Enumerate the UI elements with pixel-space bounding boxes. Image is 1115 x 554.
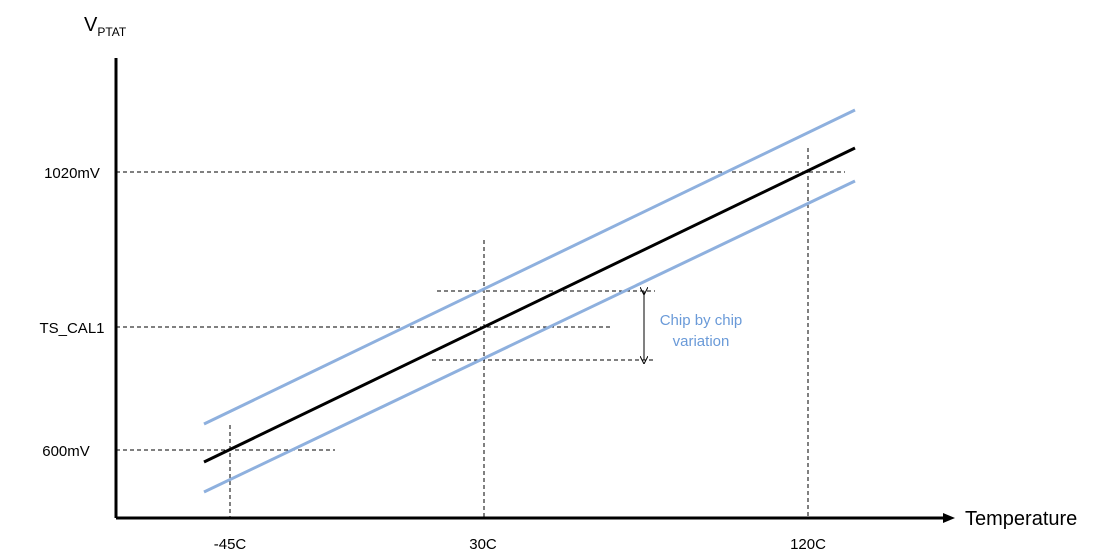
- variation-annotation-line1: Chip by chip: [660, 312, 743, 329]
- upper-variation-line: [203, 108, 856, 426]
- lower-variation-line: [203, 179, 856, 494]
- x-tick-30c: 30C: [469, 536, 497, 553]
- nominal-line: [203, 146, 856, 464]
- x-tick-minus45c: -45C: [214, 536, 247, 553]
- y-tick-600mv: 600mV: [42, 443, 90, 460]
- y-tick-tscal1: TS_CAL1: [39, 320, 104, 337]
- x-axis-arrow: [943, 513, 955, 523]
- x-tick-120c: 120C: [790, 536, 826, 553]
- variation-annotation-line2: variation: [673, 333, 730, 350]
- x-axis-title: Temperature: [965, 508, 1077, 530]
- y-axis-title: VPTAT: [84, 14, 127, 39]
- y-tick-1020mv: 1020mV: [44, 165, 100, 182]
